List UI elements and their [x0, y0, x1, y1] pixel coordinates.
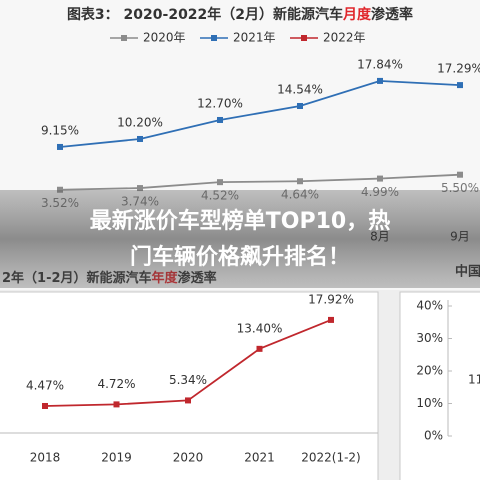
point — [328, 316, 334, 323]
x-tick-label: 2022(1-2) — [301, 451, 361, 465]
series-line — [59, 173, 461, 191]
data-label: 10.20% — [117, 115, 163, 129]
data-label: 4.47% — [26, 378, 64, 392]
chart-title: 图表3： 2020-2022年（2月）新能源汽车月度渗透率 — [67, 6, 413, 23]
fragment-text: 11 — [468, 373, 480, 387]
data-label: 14.54% — [277, 82, 323, 96]
left-panel — [0, 291, 379, 480]
right-panel — [399, 291, 480, 480]
y-tick-label: 40% — [416, 299, 443, 313]
legend-marker — [301, 35, 307, 41]
legend-marker — [121, 35, 127, 41]
y-tick-label: 0% — [424, 429, 443, 443]
data-label: 4.72% — [97, 377, 135, 391]
point — [217, 179, 223, 186]
overlay-band — [0, 190, 480, 288]
point — [137, 135, 143, 142]
legend-label: 2021年 — [233, 31, 276, 45]
point — [297, 178, 303, 185]
title-part: 月度 — [342, 6, 372, 23]
data-label: 12.70% — [197, 96, 243, 110]
point — [377, 175, 383, 182]
y-tick-label: 30% — [416, 331, 443, 345]
headline: 最新涨价车型榜单TOP10，热 — [90, 208, 390, 234]
point — [457, 171, 463, 178]
point — [297, 102, 303, 109]
point — [185, 397, 191, 404]
title-part: 图表3： 2020-2022年（2月）新能源汽车 — [67, 6, 343, 23]
legend-label: 2022年 — [323, 31, 366, 45]
point — [457, 82, 463, 89]
data-label: 17.29% — [437, 62, 480, 76]
point — [217, 116, 223, 123]
data-label: 17.84% — [357, 57, 403, 71]
title-part: 渗透率 — [371, 6, 413, 23]
headline: 门车辆价格飙升排名！ — [130, 244, 350, 270]
point — [377, 77, 383, 84]
data-label: 13.40% — [237, 321, 283, 335]
y-tick-label: 10% — [416, 396, 443, 410]
point — [42, 402, 48, 409]
series-line — [59, 80, 461, 148]
x-tick-label: 2020 — [173, 451, 204, 465]
point — [256, 345, 263, 352]
x-tick-label: 2021 — [244, 451, 275, 465]
legend-marker — [211, 35, 217, 41]
x-tick-label: 2018 — [30, 451, 61, 465]
data-label: 17.92% — [308, 292, 354, 306]
point — [113, 401, 120, 408]
point — [57, 186, 63, 193]
point — [137, 185, 143, 192]
data-label: 9.15% — [41, 123, 79, 137]
legend-label: 2020年 — [143, 31, 186, 45]
data-label: 5.34% — [169, 373, 207, 387]
y-tick-label: 20% — [416, 364, 443, 378]
x-tick-label: 2019 — [101, 451, 132, 465]
point — [57, 143, 63, 150]
